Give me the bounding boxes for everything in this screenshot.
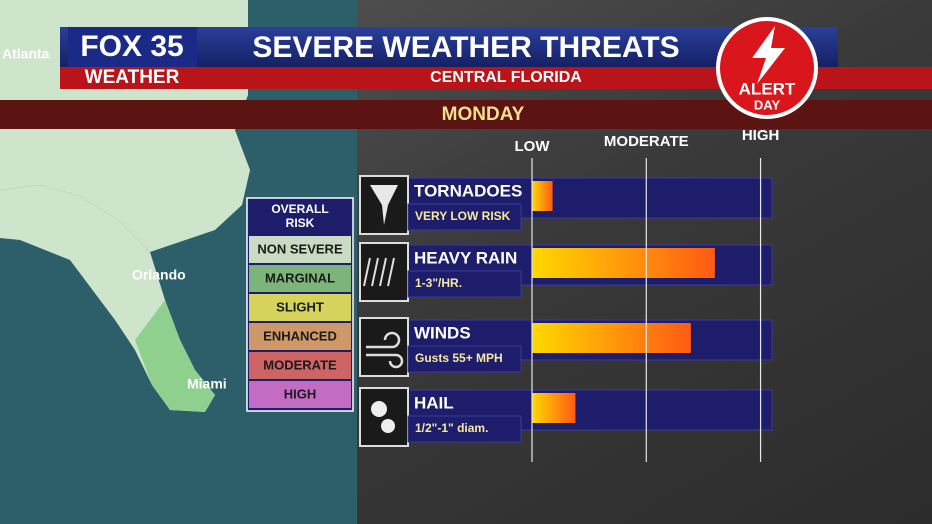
risk-level-label: NON SEVERE — [257, 241, 343, 256]
x-tick-label: MODERATE — [604, 133, 689, 150]
rain-icon — [387, 257, 395, 287]
threat-note: 1-3"/HR. — [415, 276, 462, 290]
title: SEVERE WEATHER THREATS — [252, 31, 679, 64]
note-box — [407, 203, 522, 231]
wind-icon — [366, 331, 404, 369]
logo-box — [68, 27, 197, 67]
note-box — [407, 270, 522, 298]
risk-level — [249, 236, 351, 263]
icon-box — [359, 387, 409, 447]
logo-top: FOX 35 — [80, 30, 183, 63]
bar — [532, 248, 715, 278]
tornado-icon — [370, 185, 398, 225]
threat-name: HAIL — [414, 393, 454, 412]
note-box — [407, 345, 522, 373]
risk-level-label: ENHANCED — [263, 328, 337, 343]
threat-name: WINDS — [414, 323, 471, 342]
badge-bottom: DAY — [754, 97, 781, 112]
risk-level-label: MODERATE — [263, 357, 337, 372]
rain-icon — [371, 257, 379, 287]
risk-level-label: HIGH — [284, 386, 317, 401]
risk-level — [249, 352, 351, 379]
subtitle-bar — [60, 67, 932, 89]
risk-level — [249, 381, 351, 408]
risk-legend-title: OVERALL RISK — [271, 202, 328, 230]
bar — [532, 181, 553, 211]
rain-icon — [363, 257, 371, 287]
threat-name: TORNADOES — [414, 181, 522, 200]
map-label: Atlanta — [2, 46, 50, 62]
risk-level-label: SLIGHT — [276, 299, 324, 314]
threat-note: VERY LOW RISK — [415, 209, 511, 223]
risk-level — [249, 323, 351, 350]
risk-level — [249, 294, 351, 321]
bar — [532, 393, 576, 423]
subtitle: CENTRAL FLORIDA — [430, 69, 582, 86]
hail-icon — [371, 401, 387, 417]
threat-note: Gusts 55+ MPH — [415, 351, 503, 365]
risk-level-label: MARGINAL — [265, 270, 335, 285]
rain-icon — [379, 257, 387, 287]
day: MONDAY — [442, 104, 525, 125]
badge-top: ALERT — [739, 79, 796, 98]
map-label: Miami — [187, 376, 227, 392]
note-box — [407, 415, 522, 443]
x-tick-label: HIGH — [742, 127, 780, 144]
risk-level — [249, 265, 351, 292]
bar — [532, 323, 691, 353]
hail-icon — [381, 419, 395, 433]
badge-bolt — [752, 26, 785, 84]
threat-name: HEAVY RAIN — [414, 248, 517, 267]
logo-bottom: WEATHER — [85, 67, 180, 88]
map-label: Orlando — [132, 267, 186, 283]
x-tick-label: LOW — [515, 138, 551, 155]
threat-note: 1/2"-1" diam. — [415, 421, 488, 435]
